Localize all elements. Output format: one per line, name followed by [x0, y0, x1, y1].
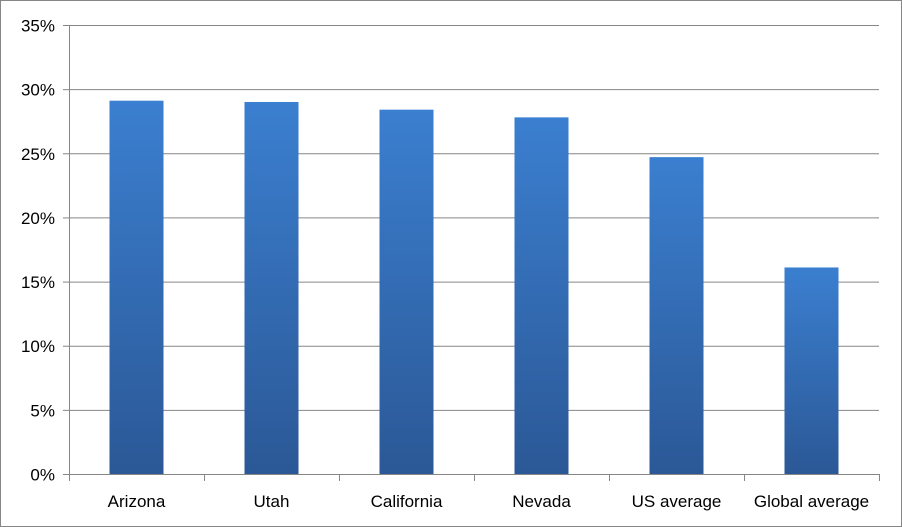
y-tick-label: 5%	[30, 401, 55, 420]
y-tick-label: 0%	[30, 466, 55, 485]
x-category-label: Arizona	[108, 492, 166, 511]
y-tick-label: 30%	[21, 81, 55, 100]
bar-utah	[244, 101, 299, 474]
x-category-label: Nevada	[512, 492, 571, 511]
bar-us-average	[649, 157, 704, 475]
gridlines	[69, 25, 879, 475]
x-category-label: Global average	[754, 492, 869, 511]
bar-arizona	[109, 100, 164, 474]
bars	[109, 100, 839, 475]
x-category-label: California	[371, 492, 443, 511]
y-tick-label: 10%	[21, 337, 55, 356]
x-axis: Arizona Utah California Nevada US average Glo…	[69, 474, 880, 511]
y-tick-label: 35%	[21, 17, 55, 36]
y-tick-label: 20%	[21, 209, 55, 228]
bar-nevada	[514, 117, 569, 474]
x-category-label: US average	[632, 492, 722, 511]
y-tick-label: 15%	[21, 273, 55, 292]
bar-global-average	[784, 267, 839, 474]
x-category-label: Utah	[254, 492, 290, 511]
y-axis: 0% 5% 10% 15% 20% 25% 30% 35%	[21, 17, 70, 485]
y-tick-label: 25%	[21, 145, 55, 164]
bar-california	[379, 109, 434, 474]
